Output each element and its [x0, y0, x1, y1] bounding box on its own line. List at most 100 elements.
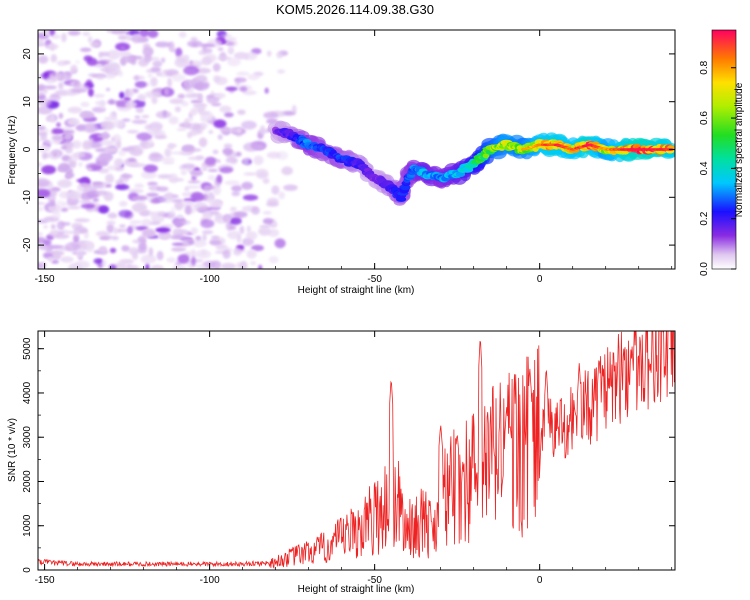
- noise-blob: [67, 30, 81, 36]
- noise-blob: [169, 48, 177, 53]
- noise-blob: [224, 180, 240, 186]
- noise-blob: [41, 165, 56, 175]
- noise-blob: [88, 73, 96, 77]
- noise-blob: [38, 55, 49, 64]
- noise-blob: [223, 143, 233, 149]
- noise-blob: [227, 46, 235, 55]
- noise-blob: [136, 132, 153, 141]
- noise-blob: [182, 200, 195, 209]
- noise-blob: [175, 220, 182, 229]
- snr-y-tick-label: 2000: [22, 470, 33, 493]
- noise-blob: [271, 185, 280, 195]
- noise-blob: [227, 57, 241, 67]
- noise-blob: [67, 118, 80, 126]
- noise-blob: [105, 87, 111, 92]
- noise-blob: [262, 218, 274, 225]
- noise-blob: [203, 193, 208, 201]
- noise-blob: [131, 202, 147, 213]
- noise-blob: [132, 88, 139, 94]
- noise-blob: [121, 118, 131, 122]
- noise-blob: [84, 231, 89, 239]
- noise-blob: [169, 98, 184, 105]
- noise-blob: [216, 174, 223, 184]
- noise-blob: [187, 123, 201, 131]
- noise-blob: [101, 131, 109, 140]
- noise-blob: [195, 67, 211, 74]
- noise-blob: [263, 111, 279, 119]
- noise-blob: [111, 119, 124, 128]
- noise-blob: [114, 158, 124, 168]
- noise-blob: [250, 261, 257, 265]
- noise-blob: [51, 260, 59, 264]
- spectrogram-y-tick-label: 10: [22, 96, 33, 108]
- snr-x-ticks: -150 -100 -50 0: [35, 331, 673, 586]
- noise-blob: [93, 258, 103, 264]
- noise-blob: [58, 191, 70, 199]
- noise-blob: [60, 222, 71, 226]
- noise-blob: [262, 177, 270, 184]
- noise-blob: [201, 230, 214, 235]
- noise-blob: [119, 176, 124, 185]
- noise-blob: [219, 105, 232, 113]
- noise-blob: [241, 120, 257, 130]
- noise-blob: [58, 82, 64, 90]
- noise-blob: [134, 115, 141, 119]
- noise-blob: [150, 198, 161, 204]
- noise-blob: [43, 224, 48, 229]
- noise-blob: [161, 193, 174, 204]
- noise-blob: [95, 190, 108, 196]
- noise-blob: [190, 249, 197, 259]
- noise-blob: [127, 163, 140, 167]
- noise-blob: [200, 219, 215, 229]
- noise-blob: [64, 242, 81, 252]
- noise-blob: [175, 47, 183, 58]
- noise-blob: [76, 178, 90, 183]
- spectrogram-y-tick-label: 20: [22, 48, 33, 60]
- spectrogram-marks: [38, 30, 675, 269]
- noise-blob: [231, 185, 243, 192]
- noise-blob: [61, 145, 67, 150]
- noise-blob: [185, 205, 192, 215]
- noise-blob: [38, 201, 46, 205]
- noise-blob: [107, 212, 118, 219]
- noise-blob: [205, 47, 213, 54]
- noise-blob: [180, 170, 187, 176]
- noise-blob: [162, 110, 168, 117]
- noise-blob: [47, 256, 53, 262]
- noise-blob: [229, 225, 236, 230]
- noise-blob: [67, 106, 83, 114]
- noise-blob: [177, 93, 186, 99]
- snr-y-tick-label: 5000: [22, 337, 33, 360]
- snr-x-label: Height of straight line (km): [298, 584, 415, 595]
- noise-blob: [86, 57, 98, 66]
- noise-blob: [58, 112, 64, 119]
- noise-blob: [111, 30, 127, 35]
- colorbar-ticks: 0.0 0.2 0.4 0.6 0.8: [699, 60, 736, 276]
- noise-blob: [41, 152, 48, 160]
- noise-blob: [108, 264, 117, 269]
- noise-blob: [93, 63, 103, 68]
- figure-title: KOM5.2026.114.09.38.G30: [276, 2, 434, 17]
- noise-blob: [142, 46, 154, 57]
- noise-blob: [138, 242, 147, 252]
- noise-blob: [67, 158, 73, 163]
- spectrogram-x-ticks: -150 -100 -50 0: [35, 30, 673, 285]
- noise-blob: [106, 223, 115, 234]
- snr-y-tick-label: 1000: [22, 514, 33, 537]
- noise-blob: [173, 247, 187, 250]
- noise-blob: [82, 143, 92, 151]
- noise-blob: [148, 247, 154, 257]
- noise-blob: [69, 190, 82, 200]
- colorbar-tick-label: 0.4: [699, 161, 710, 175]
- noise-blob: [212, 149, 219, 155]
- colorbar-tick-label: 0.8: [699, 60, 710, 74]
- noise-blob: [163, 69, 168, 74]
- noise-blob: [229, 217, 242, 225]
- spectrogram-x-tick-label: -50: [367, 274, 382, 285]
- noise-blob: [164, 148, 172, 158]
- noise-blob: [259, 125, 266, 135]
- noise-blob: [118, 50, 132, 58]
- snr-frame: [37, 330, 676, 571]
- noise-blob: [113, 227, 118, 235]
- noise-blob: [56, 72, 67, 82]
